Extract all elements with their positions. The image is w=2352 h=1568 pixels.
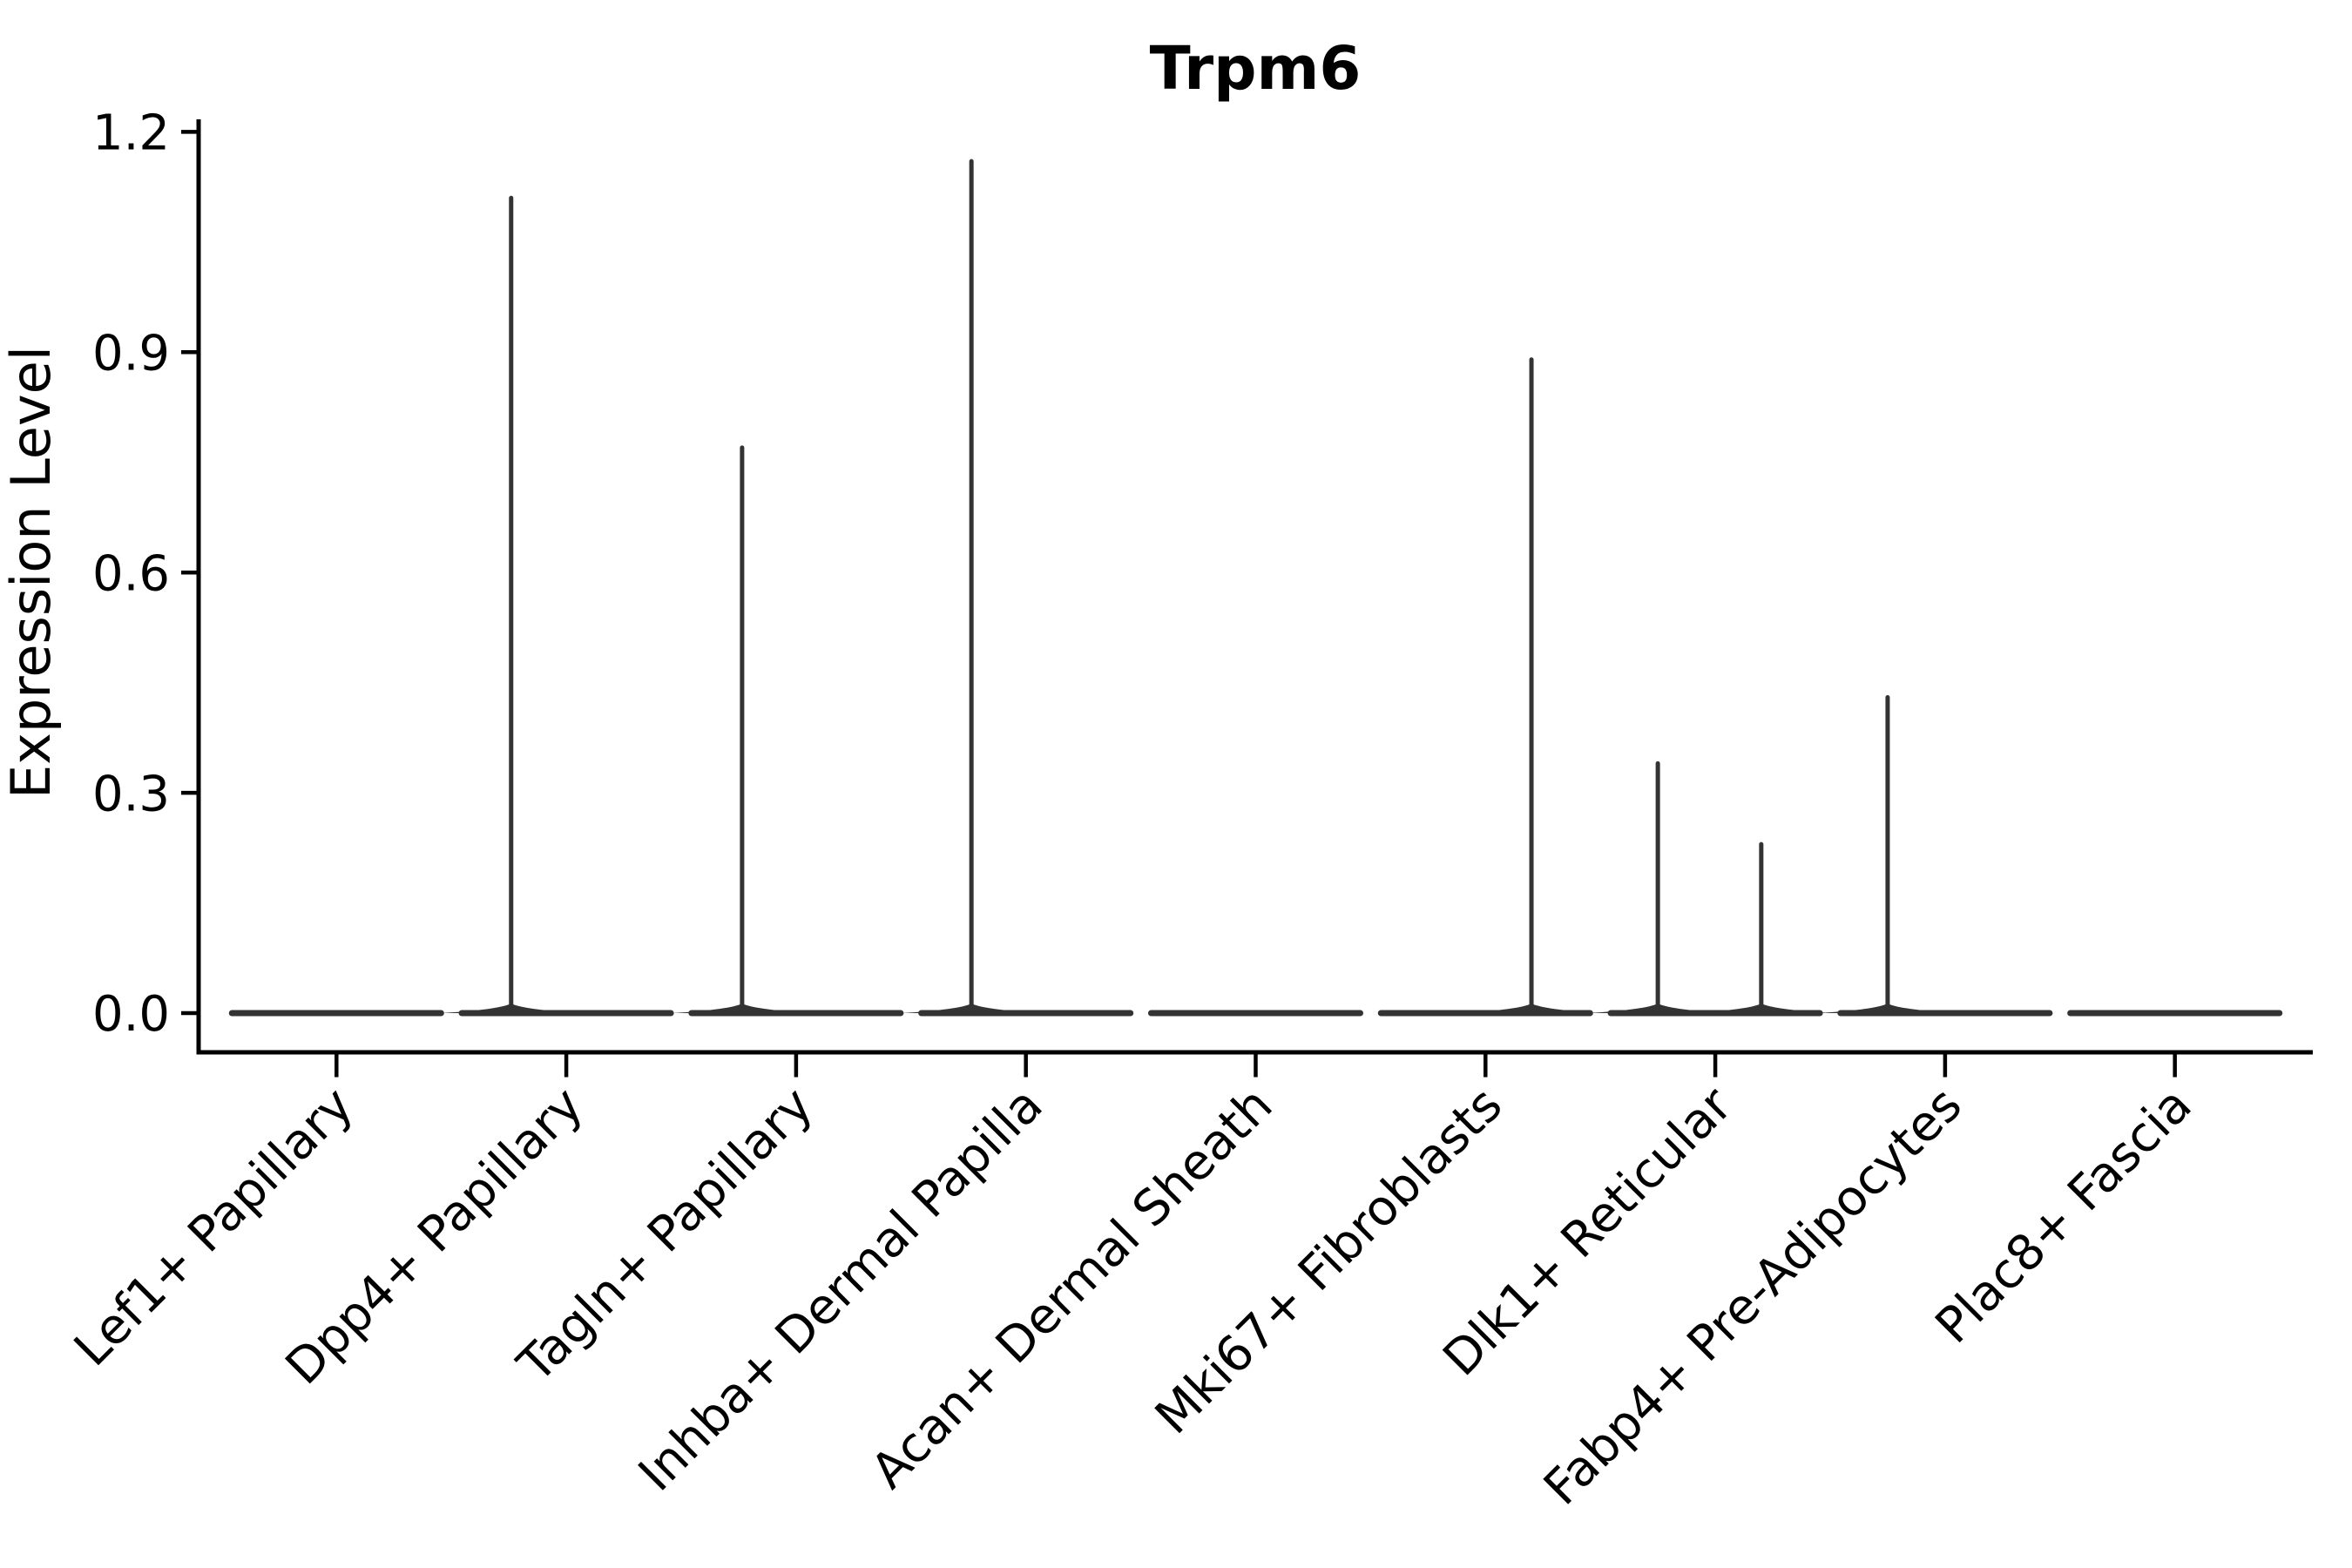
y-tick-label: 0.3 (92, 766, 170, 822)
y-axis-label: Expression Level (0, 346, 63, 799)
x-tick-label: Inhba+ Dermal Papilla (628, 1077, 1054, 1503)
y-tick-label: 1.2 (92, 105, 170, 162)
y-tick-label: 0.9 (92, 325, 170, 382)
x-tick-label: Fabp4+ Pre-Adipocytes (1533, 1077, 1973, 1517)
y-tick-label: 0.0 (92, 986, 170, 1043)
x-tick-label: Acan+ Dermal Sheath (861, 1077, 1284, 1500)
chart-title: Trpm6 (1150, 34, 1362, 104)
y-tick-label: 0.6 (92, 545, 170, 602)
